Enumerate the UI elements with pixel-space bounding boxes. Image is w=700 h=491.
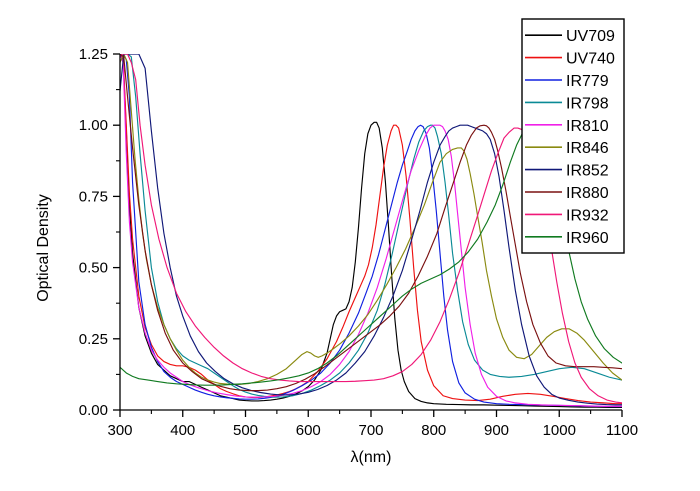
x-tick-label-700: 700 (358, 422, 383, 439)
legend-label-uv740[interactable]: UV740 (566, 51, 615, 68)
spectrum-curve-uv709 (120, 54, 622, 409)
chart-axes (113, 53, 623, 417)
x-tick-label-900: 900 (484, 422, 509, 439)
spectrum-curve-ir810 (120, 54, 622, 407)
y-tick-label-0.25: 0.25 (79, 331, 108, 348)
x-tick-label-300: 300 (107, 422, 132, 439)
legend-label-ir880[interactable]: IR880 (566, 185, 609, 202)
chart-legend[interactable]: UV709 UV740 IR779 IR798 IR810 IR846 IR852 IR880… (521, 18, 625, 254)
legend-label-ir932[interactable]: IR932 (566, 207, 609, 224)
legend-label-uv709[interactable]: UV709 (566, 28, 615, 45)
y-tick-label-0.00: 0.00 (79, 402, 108, 419)
legend-label-ir960[interactable]: IR960 (566, 230, 609, 247)
spectrum-curve-ir846 (120, 54, 622, 385)
y-axis-title: Optical Density (35, 194, 52, 302)
legend-label-ir798[interactable]: IR798 (566, 95, 609, 112)
x-tick-label-400: 400 (170, 422, 195, 439)
x-tick-label-1100: 1100 (606, 422, 638, 439)
legend-label-ir852[interactable]: IR852 (566, 163, 609, 180)
y-tick-label-0.50: 0.50 (79, 260, 108, 277)
legend-label-ir779[interactable]: IR779 (566, 73, 609, 90)
x-tick-label-800: 800 (421, 422, 446, 439)
legend-label-ir810[interactable]: IR810 (566, 118, 609, 135)
spectrum-curve-ir852 (120, 54, 622, 406)
y-tick-label-1.25: 1.25 (79, 46, 108, 63)
spectrum-curve-ir880 (120, 54, 622, 392)
x-tick-label-1000: 1000 (543, 422, 576, 439)
x-tick-label-600: 600 (296, 422, 321, 439)
tick-labels: 300 400 500 600 700 800 900 1000 1100 0.00 0.25 0.5… (79, 46, 638, 439)
x-axis-title: λ(nm) (351, 449, 392, 466)
x-tick-label-500: 500 (233, 422, 258, 439)
y-tick-label-0.75: 0.75 (79, 188, 108, 205)
spectrum-curve-ir798 (120, 54, 622, 398)
legend-label-ir846[interactable]: IR846 (566, 140, 609, 157)
y-tick-label-1.00: 1.00 (79, 117, 108, 134)
